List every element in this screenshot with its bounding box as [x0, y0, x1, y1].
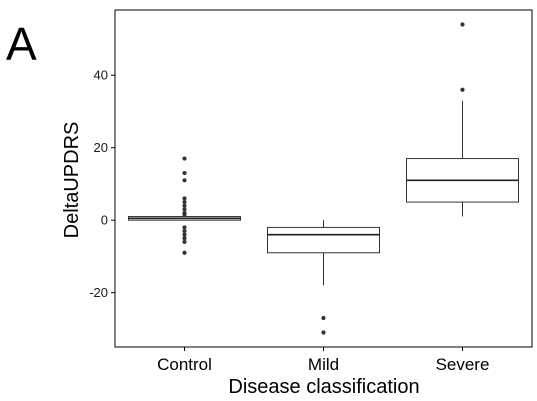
x-tick-label-mild: Mild: [308, 355, 339, 374]
outlier-point: [182, 228, 187, 234]
outlier-point: [182, 170, 187, 176]
x-tick-label-severe: Severe: [436, 355, 490, 374]
x-axis: Control Mild Severe: [157, 347, 489, 374]
outlier-point: [182, 232, 187, 237]
outlier-point: [182, 225, 187, 230]
panel-label: A: [6, 18, 37, 70]
outlier-point: [182, 196, 187, 201]
y-tick-label: 40: [94, 68, 108, 83]
outlier-point: [460, 87, 465, 92]
outlier-point: [182, 156, 187, 161]
y-axis-title: DeltaUPDRS: [61, 122, 83, 239]
x-tick-label-control: Control: [157, 355, 212, 374]
outlier-point: [182, 207, 187, 212]
outlier-point: [182, 178, 187, 183]
outlier-point: [460, 22, 465, 27]
box-mild: [267, 220, 380, 335]
outlier-point: [182, 212, 187, 217]
outlier-point: [182, 239, 187, 245]
box-series: [128, 22, 519, 335]
outlier-point: [182, 203, 187, 208]
outlier-point: [182, 250, 187, 255]
y-tick-label: 20: [94, 140, 108, 155]
y-axis: -20 0 20 40: [89, 68, 115, 300]
y-tick-label: 0: [101, 213, 108, 228]
x-axis-title: Disease classification: [228, 376, 419, 398]
outlier-point: [321, 330, 326, 335]
box-severe: [406, 22, 519, 217]
y-tick-label: -20: [89, 285, 108, 300]
box-control: [128, 156, 241, 255]
outlier-point: [182, 236, 187, 241]
box-iqr: [267, 226, 380, 254]
outlier-point: [182, 199, 187, 205]
outlier-point: [321, 315, 326, 321]
